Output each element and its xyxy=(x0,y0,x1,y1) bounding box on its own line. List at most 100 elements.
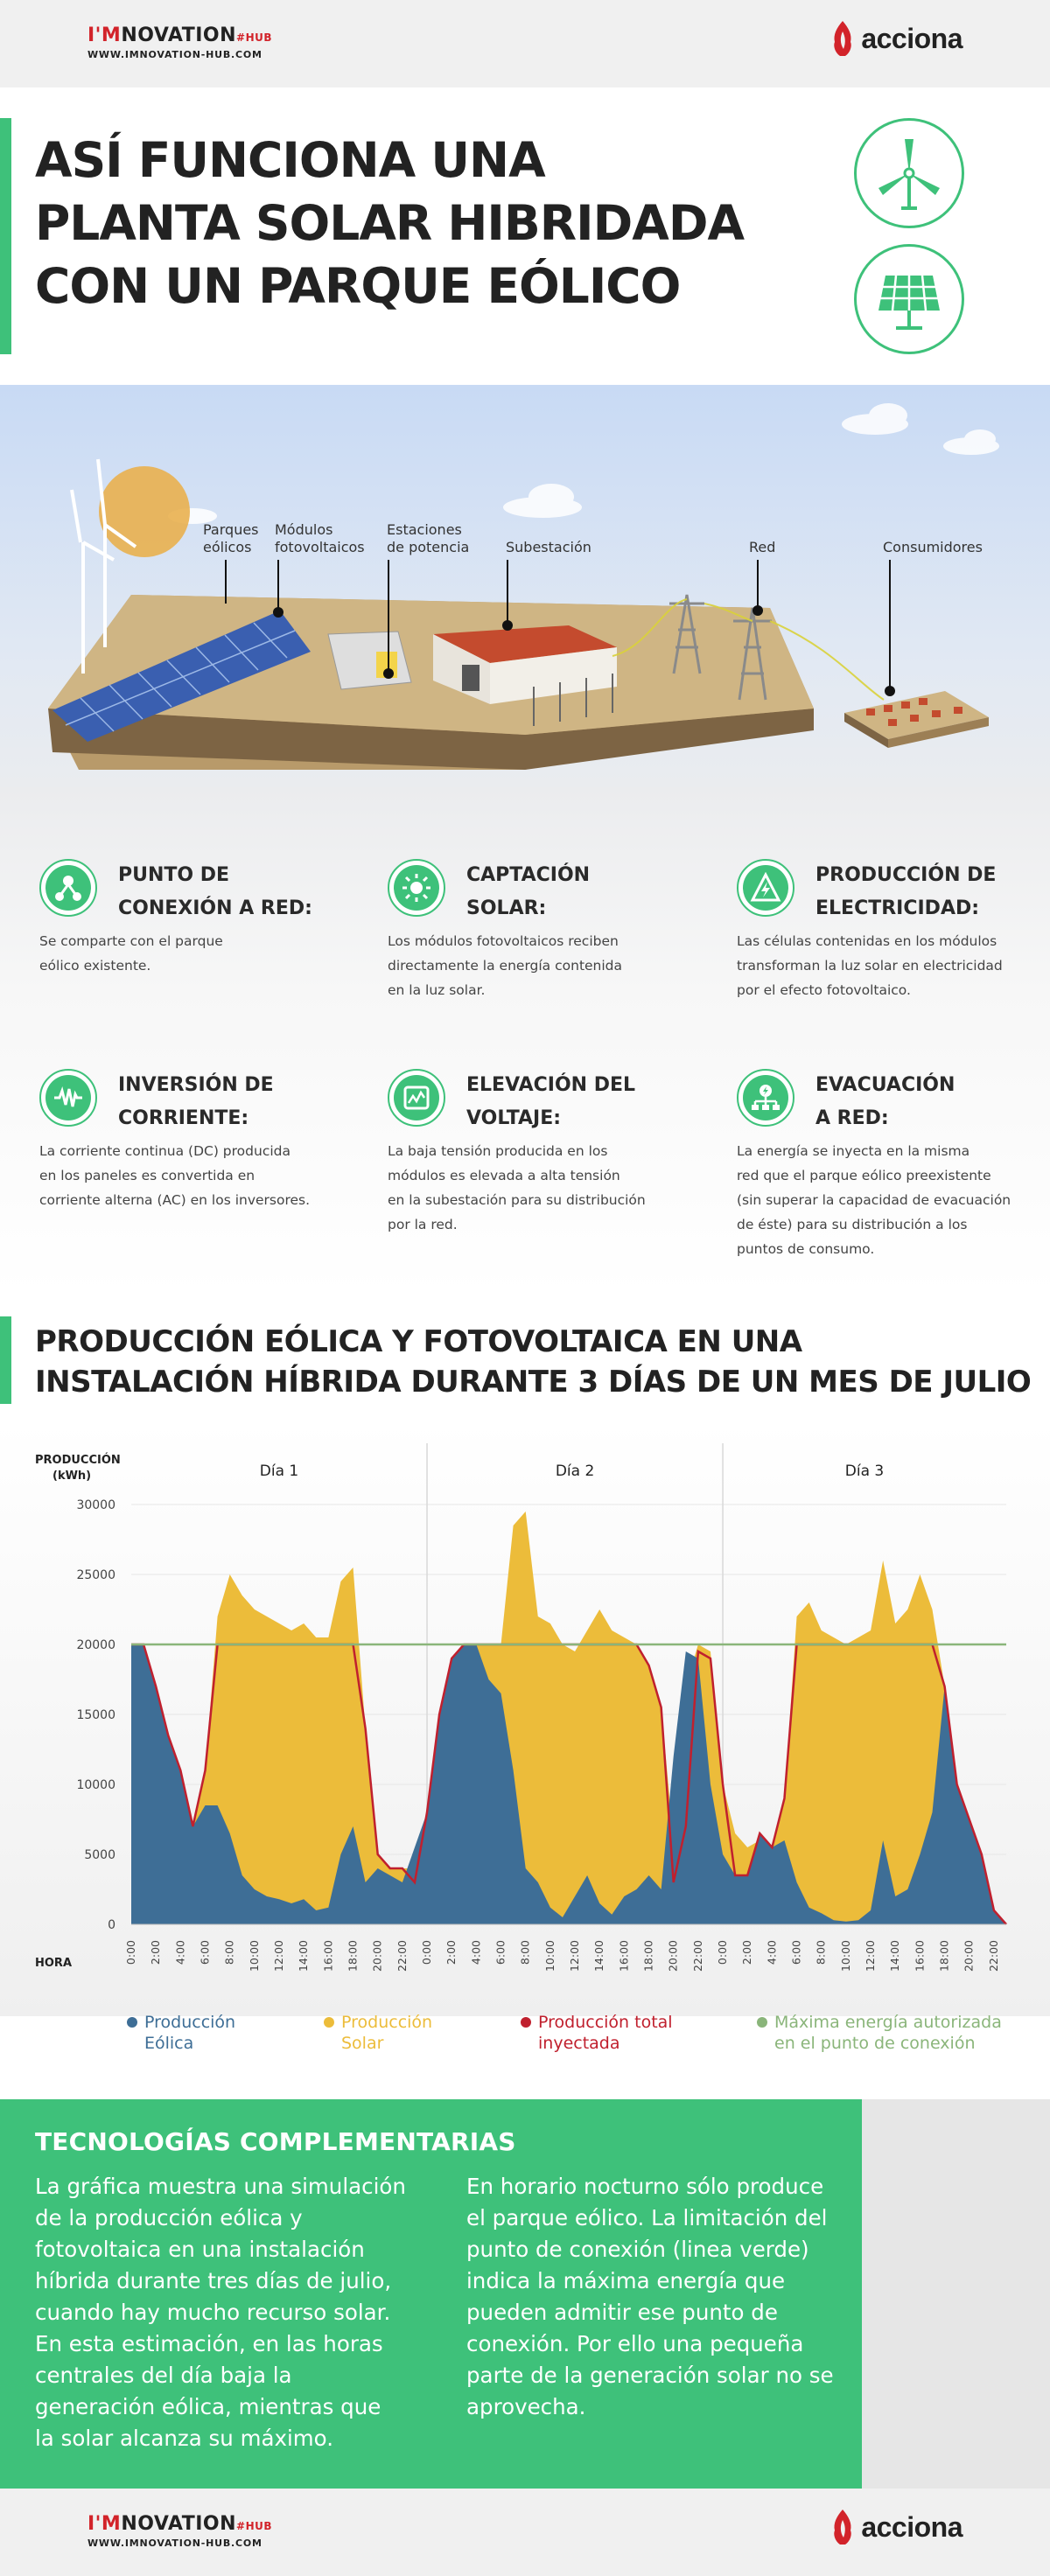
x-tick-label: 14:00 xyxy=(592,1940,606,1972)
production-chart: PRODUCCIÓN (kWh) 0 5000 10000 15000 20000 25000… xyxy=(0,1421,1050,2016)
solar-panels xyxy=(52,611,311,742)
x-tick-label: 0:00 xyxy=(124,1940,137,1965)
sun-icon xyxy=(394,865,439,911)
step-title: PUNTO DE CONEXIÓN A RED: xyxy=(118,864,312,919)
acciona-wordmark: acciona xyxy=(861,2510,962,2543)
y-tick-label: 15000 xyxy=(76,1708,116,1722)
step-title: PRODUCCIÓN DE ELECTRICIDAD: xyxy=(816,864,997,919)
acciona-emblem-icon xyxy=(834,21,852,56)
x-tick-label: 10:00 xyxy=(248,1940,261,1972)
y-tick-label: 25000 xyxy=(76,1568,116,1582)
network-node-icon xyxy=(46,865,91,911)
x-tick-label: 18:00 xyxy=(346,1940,360,1972)
x-tick-label: 10:00 xyxy=(839,1940,852,1972)
label-consumers: Consumidores xyxy=(883,539,983,555)
x-tick-label: 16:00 xyxy=(913,1940,926,1972)
logo-hub: #HUB xyxy=(236,31,273,44)
consumers xyxy=(844,691,989,748)
acciona-logo[interactable]: acciona xyxy=(830,19,962,58)
acciona-logo-footer[interactable]: acciona xyxy=(830,2508,962,2546)
label-pointers xyxy=(225,560,891,691)
x-tick-label: 6:00 xyxy=(199,1940,212,1965)
footer-url[interactable]: WWW.IMNOVATION-HUB.COM xyxy=(88,2538,262,2549)
chart-section-title: PRODUCCIÓN EÓLICA Y FOTOVOLTAICA EN UNA … xyxy=(35,1324,1032,1400)
logo-hub: #HUB xyxy=(236,2520,273,2532)
y-tick-label: 30000 xyxy=(76,1498,116,1512)
x-tick-label: 4:00 xyxy=(765,1940,778,1965)
wind-turbine-icon xyxy=(854,118,964,228)
y-tick-label: 20000 xyxy=(76,1638,116,1652)
complementary-title: TECNOLOGÍAS COMPLEMENTARIAS xyxy=(35,2127,516,2156)
x-tick-label: 8:00 xyxy=(223,1940,236,1965)
plant-scene xyxy=(48,403,999,770)
x-tick-label: 22:00 xyxy=(396,1940,409,1972)
logo-prefix: I'M xyxy=(88,24,122,46)
acciona-emblem-icon xyxy=(834,2510,852,2545)
x-tick-label: 18:00 xyxy=(642,1940,655,1972)
acciona-wordmark: acciona xyxy=(861,22,962,54)
x-tick-label: 2:00 xyxy=(740,1940,753,1965)
grid-distribution-icon xyxy=(743,1075,788,1120)
process-steps: PUNTO DE CONEXIÓN A RED: Se comparte con… xyxy=(0,787,1050,1295)
footer-bar: I'MNOVATION#HUB WWW.IMNOVATION-HUB.COM a… xyxy=(0,2489,1050,2576)
x-tick-label: 20:00 xyxy=(962,1940,976,1972)
x-tick-label: 10:00 xyxy=(543,1940,556,1972)
x-tick-label: 4:00 xyxy=(469,1940,482,1965)
x-tick-label: 16:00 xyxy=(321,1940,334,1972)
x-tick-label: 12:00 xyxy=(272,1940,285,1972)
power-stations xyxy=(327,631,412,690)
substation xyxy=(433,625,617,726)
solar-area xyxy=(131,1511,1006,1924)
label-grid: Red xyxy=(749,539,776,555)
step-title: INVERSIÓN DE CORRIENTE: xyxy=(118,1074,274,1129)
x-tick-label: 4:00 xyxy=(173,1940,186,1965)
x-tick-label: 12:00 xyxy=(864,1940,877,1972)
x-tick-label: 2:00 xyxy=(444,1940,458,1965)
sun xyxy=(99,466,190,557)
complementary-left-text: La gráfica muestra una simulación de la … xyxy=(35,2174,406,2451)
sine-wave-icon xyxy=(46,1075,91,1120)
chart-legend: Producción Eólica Producción Solar Produ… xyxy=(127,2012,1002,2064)
header-bar: I'MNOVATION#HUB WWW.IMNOVATION-HUB.COM a… xyxy=(0,0,1050,87)
clouds xyxy=(168,403,999,524)
logo-main: NOVATION xyxy=(121,24,237,46)
chart-section-header: PRODUCCIÓN EÓLICA Y FOTOVOLTAICA EN UNA … xyxy=(0,1316,1050,1404)
wind-turbines xyxy=(70,458,137,674)
page-title: ASÍ FUNCIONA UNA PLANTA SOLAR HIBRIDADA … xyxy=(35,132,745,314)
lightning-bolt-icon xyxy=(743,865,788,911)
step-text: La baja tensión producida en los módulos… xyxy=(388,1143,646,1232)
label-pv-modules: Módulos fotovoltaicos xyxy=(275,521,365,555)
y-axis-label: PRODUCCIÓN xyxy=(35,1453,121,1467)
x-tick-label: 0:00 xyxy=(420,1940,433,1965)
day-label: Día 3 xyxy=(845,1463,884,1480)
logo-main: NOVATION xyxy=(121,2513,237,2535)
label-substation: Subestación xyxy=(506,539,592,555)
step-title: CAPTACIÓN SOLAR: xyxy=(466,864,591,919)
x-tick-label: 14:00 xyxy=(888,1940,901,1972)
imnovation-logo[interactable]: I'MNOVATION#HUB WWW.IMNOVATION-HUB.COM xyxy=(88,24,272,60)
complementary-technologies-box: TECNOLOGÍAS COMPLEMENTARIAS La gráfica m… xyxy=(0,2099,862,2489)
imnovation-logo-footer[interactable]: I'MNOVATION#HUB WWW.IMNOVATION-HUB.COM xyxy=(88,2513,272,2549)
label-power-stations: Estaciones de potencia xyxy=(387,521,470,555)
x-tick-label: 18:00 xyxy=(938,1940,951,1972)
title-section: ASÍ FUNCIONA UNA PLANTA SOLAR HIBRIDADA … xyxy=(0,118,1050,354)
x-axis-label: HORA xyxy=(35,1957,72,1970)
complementary-right-text: En horario nocturno sólo produce el parq… xyxy=(466,2174,834,2419)
x-tick-label: 8:00 xyxy=(519,1940,532,1965)
x-tick-label: 22:00 xyxy=(691,1940,704,1972)
x-tick-label: 6:00 xyxy=(790,1940,803,1965)
title-accent-bar xyxy=(0,118,11,354)
logo-prefix: I'M xyxy=(88,2513,122,2535)
legend-limit: Máxima energía autorizada en el punto de… xyxy=(757,2012,1002,2054)
legend-total: Producción total inyectada xyxy=(521,2012,673,2054)
y-axis-label: (kWh) xyxy=(52,1470,91,1483)
x-tick-label: 12:00 xyxy=(568,1940,581,1972)
y-tick-label: 5000 xyxy=(84,1848,116,1862)
x-tick-label: 8:00 xyxy=(815,1940,828,1965)
label-wind-farms: Parques eólicos xyxy=(203,521,259,555)
y-tick-label: 0 xyxy=(108,1918,116,1932)
header-url[interactable]: WWW.IMNOVATION-HUB.COM xyxy=(88,49,262,60)
step-text: Se comparte con el parque eólico existen… xyxy=(39,933,223,974)
step-text: Las células contenidas en los módulos tr… xyxy=(737,933,1003,998)
